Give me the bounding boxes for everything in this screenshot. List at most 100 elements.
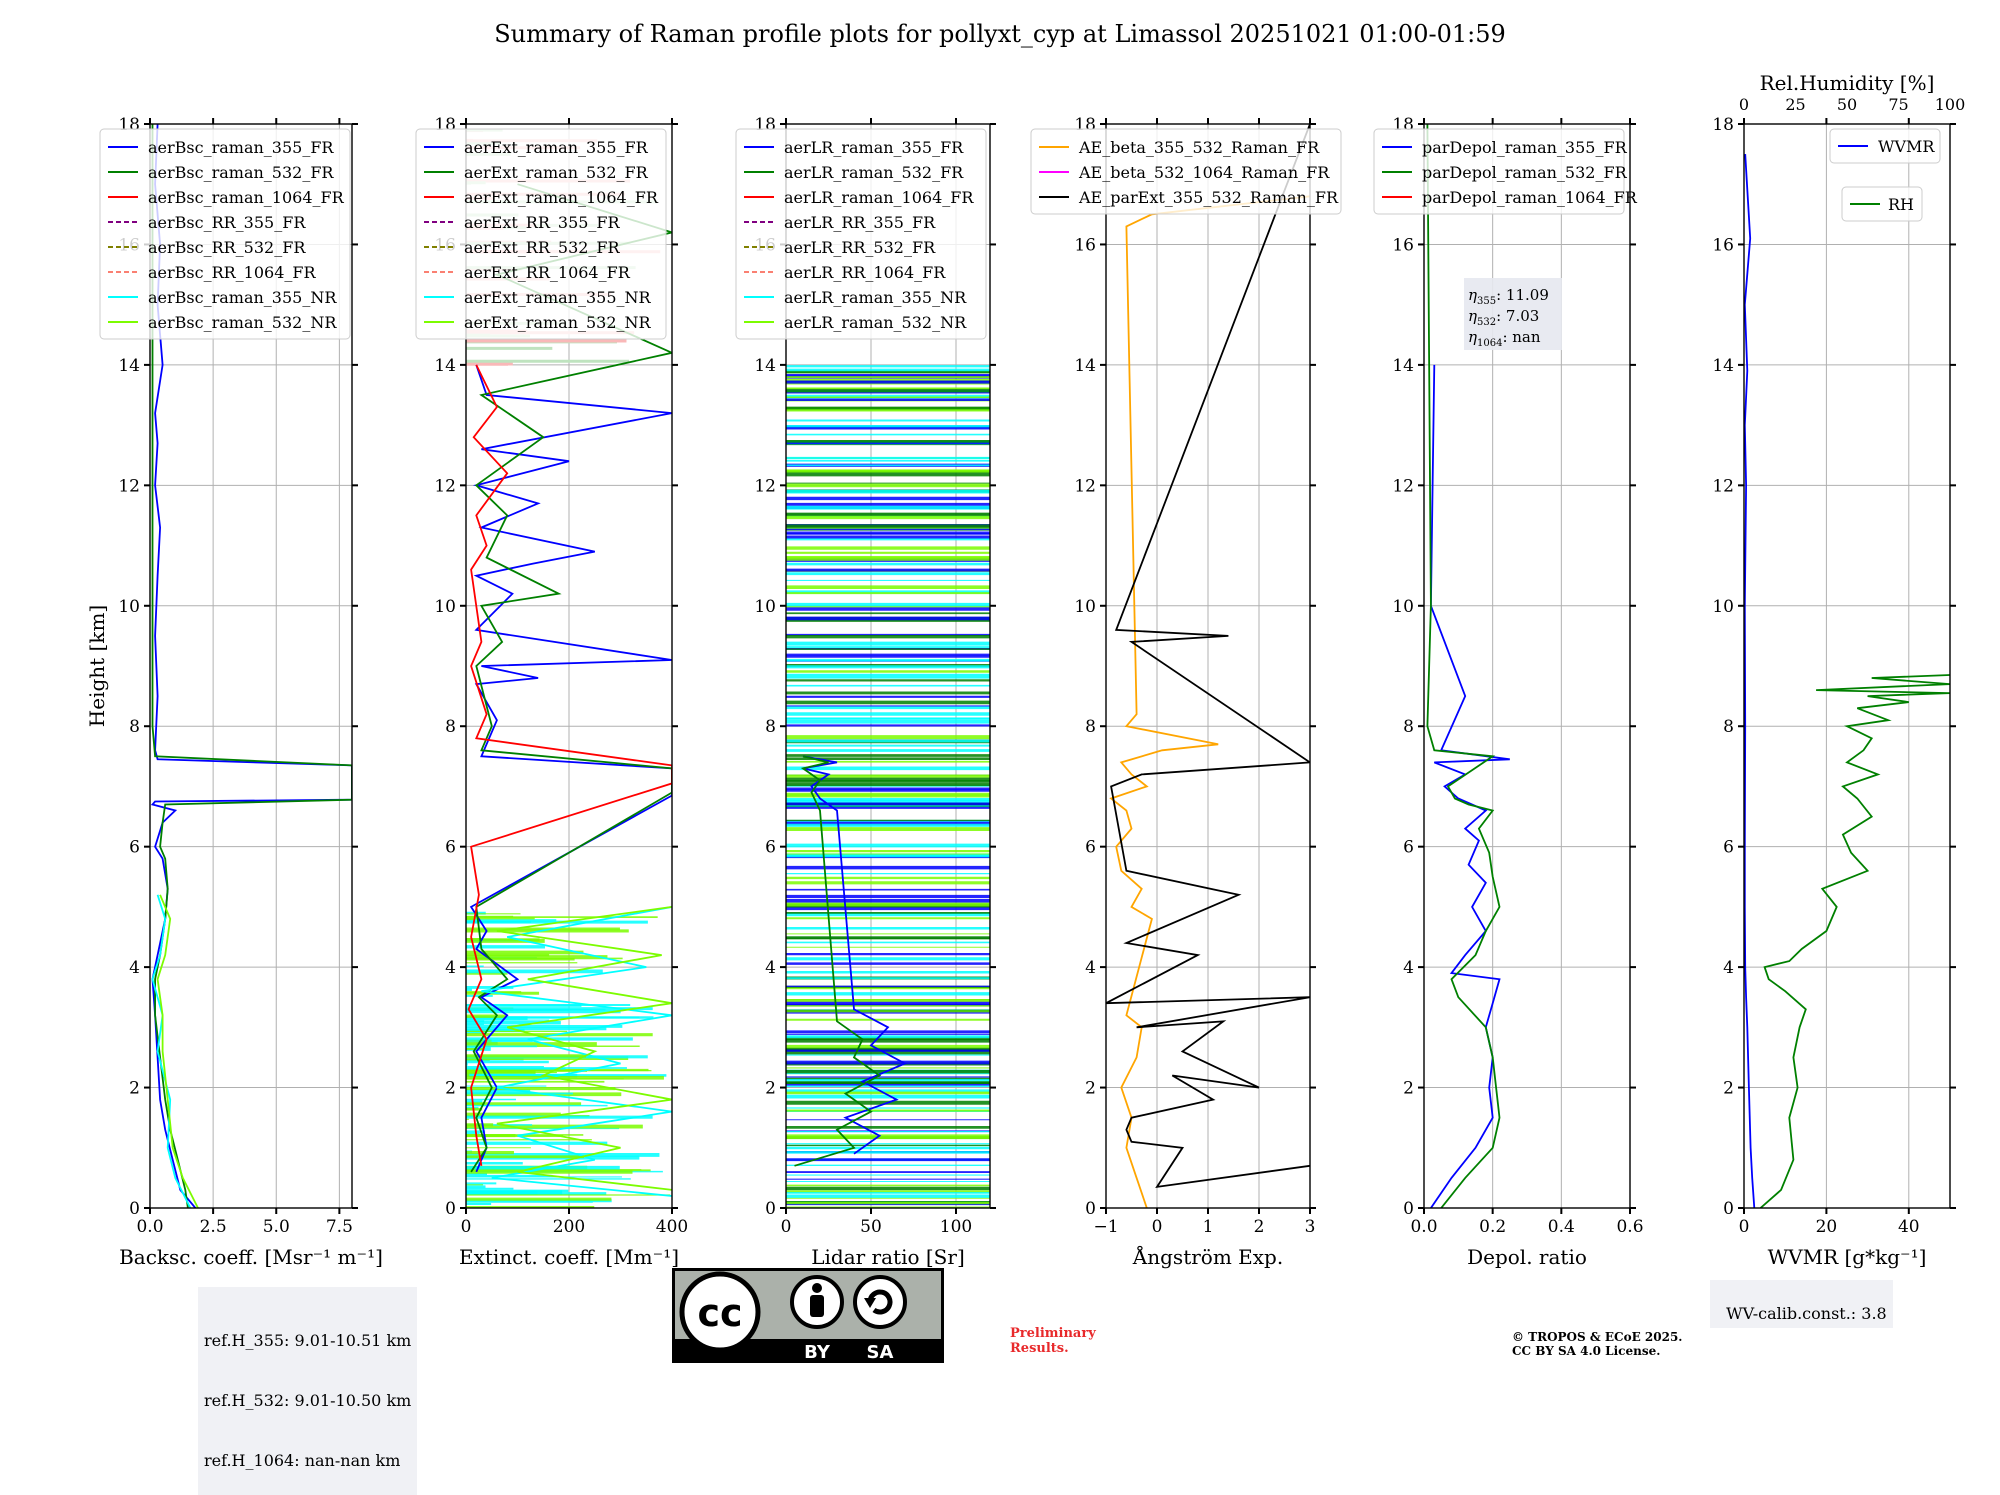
x-tick-label: 0 bbox=[461, 1217, 472, 1237]
y-tick-label: 12 bbox=[1074, 476, 1096, 496]
y-tick-label: 8 bbox=[1723, 717, 1734, 737]
legend-label: aerBsc_RR_355_FR bbox=[148, 213, 306, 232]
y-tick-label: 16 bbox=[1392, 235, 1414, 255]
axes-frame bbox=[785, 123, 991, 1209]
legend-label: aerExt_raman_532_FR bbox=[464, 163, 649, 182]
legend-label: aerExt_raman_355_NR bbox=[464, 288, 652, 307]
y-tick-label: 10 bbox=[754, 597, 776, 617]
legend-label: aerLR_raman_355_NR bbox=[784, 288, 967, 307]
y-tick-label: 4 bbox=[1085, 958, 1096, 978]
y-tick-label: 6 bbox=[445, 838, 456, 858]
legend-label: aerBsc_RR_532_FR bbox=[148, 238, 306, 257]
legend-label: parDepol_raman_355_FR bbox=[1422, 138, 1628, 157]
y-tick-label: 0 bbox=[765, 1199, 776, 1219]
y-tick-label: 6 bbox=[1403, 838, 1414, 858]
legend-label: aerLR_raman_532_NR bbox=[784, 313, 967, 332]
legend-label: aerBsc_raman_355_NR bbox=[148, 288, 337, 307]
x-tick-label: 0.6 bbox=[1616, 1217, 1643, 1237]
legend: WVMR RH bbox=[1829, 128, 1941, 222]
x-tick-label: 0 bbox=[781, 1217, 792, 1237]
copyright-note: © TROPOS & ECoE 2025. CC BY SA 4.0 Licen… bbox=[1512, 1330, 1682, 1358]
series-line-aerLR_raman_532_FR bbox=[794, 755, 882, 1167]
preliminary-note: Preliminary Results. bbox=[1010, 1326, 1096, 1356]
axes-frame bbox=[149, 123, 353, 1209]
x-axis-label: Depol. ratio bbox=[1467, 1245, 1587, 1269]
y-tick-label: 4 bbox=[129, 958, 140, 978]
preliminary-line-2: Results. bbox=[1010, 1341, 1069, 1356]
legend-label: aerExt_RR_1064_FR bbox=[464, 263, 631, 282]
legend-label: parDepol_raman_532_FR bbox=[1422, 163, 1628, 182]
plot-area bbox=[150, 124, 352, 1208]
legend-label: aerExt_RR_355_FR bbox=[464, 213, 621, 232]
ref-height-1064: ref.H_1064: nan-nan km bbox=[204, 1451, 401, 1470]
x-axis-label: Backsc. coeff. [Msr⁻¹ m⁻¹] bbox=[119, 1245, 383, 1269]
y-tick-label: 2 bbox=[129, 1079, 140, 1099]
legend-box bbox=[99, 128, 351, 340]
series-line-AE_beta_355_532_Raman_FR bbox=[1109, 195, 1310, 1208]
top-x-tick-label: 100 bbox=[1935, 95, 1966, 114]
x-tick-label: 20 bbox=[1816, 1217, 1838, 1237]
x-tick-label: 0.4 bbox=[1548, 1217, 1575, 1237]
y-tick-label: 14 bbox=[118, 356, 140, 376]
y-tick-label: 14 bbox=[1074, 356, 1096, 376]
x-tick-label: 0.0 bbox=[1410, 1217, 1437, 1237]
x-axis-label: Ångström Exp. bbox=[1132, 1244, 1283, 1269]
eta-value: η355: 11.09 bbox=[1468, 286, 1549, 307]
legend-label: aerLR_raman_355_FR bbox=[784, 138, 964, 157]
series-line-AE_parExt_355_532_Raman_FR bbox=[1106, 124, 1310, 1189]
y-tick-label: 8 bbox=[445, 717, 456, 737]
preliminary-line-1: Preliminary bbox=[1010, 1326, 1096, 1341]
legend-label: WVMR bbox=[1878, 137, 1935, 156]
y-tick-label: 10 bbox=[434, 597, 456, 617]
y-tick-label: 8 bbox=[129, 717, 140, 737]
axes-frame bbox=[1423, 123, 1631, 1209]
y-tick-label: 6 bbox=[1723, 838, 1734, 858]
top-x-tick-label: 0 bbox=[1739, 95, 1749, 114]
legend-box bbox=[1373, 128, 1625, 215]
series-line-WVMR bbox=[1744, 154, 1756, 1208]
top-x-tick-label: 25 bbox=[1785, 95, 1805, 114]
panel-wvmr: 0 2 4 6 8 10 12 14 16 18 0 20 40 WVMR [g*kg⁻¹] 0 25 50 75… bbox=[1712, 71, 1965, 1269]
x-tick-label: 0 bbox=[1152, 1217, 1163, 1237]
x-tick-label: −1 bbox=[1093, 1217, 1118, 1237]
y-tick-label: 12 bbox=[754, 476, 776, 496]
ref-height-532: ref.H_532: 9.01-10.50 km bbox=[204, 1391, 412, 1410]
series-line-parDepol_raman_532_FR bbox=[1426, 124, 1501, 1208]
legend-label: aerLR_RR_532_FR bbox=[784, 238, 936, 257]
x-tick-label: 0.2 bbox=[1479, 1217, 1506, 1237]
plot-area bbox=[1106, 124, 1310, 1208]
y-tick-label: 12 bbox=[434, 476, 456, 496]
cc-icon-text: cc bbox=[697, 1291, 742, 1335]
x-tick-label: 1 bbox=[1203, 1217, 1214, 1237]
legend-label: aerBsc_raman_532_NR bbox=[148, 313, 337, 332]
y-tick-label: 2 bbox=[1723, 1079, 1734, 1099]
ref-height-box: ref.H_355: 9.01-10.51 km ref.H_532: 9.01… bbox=[198, 1287, 418, 1495]
eta-value: η1064: nan bbox=[1468, 328, 1541, 349]
cc-license-badge: cc BY SA bbox=[672, 1268, 944, 1363]
legend-label: aerExt_raman_1064_FR bbox=[464, 188, 659, 207]
y-axis-label: Height [km] bbox=[85, 605, 109, 727]
legend-label: aerBsc_raman_1064_FR bbox=[148, 188, 345, 207]
legend-label: aerLR_RR_1064_FR bbox=[784, 263, 946, 282]
y-tick-label: 2 bbox=[445, 1079, 456, 1099]
y-tick-label: 2 bbox=[1085, 1079, 1096, 1099]
y-tick-label: 0 bbox=[1085, 1199, 1096, 1219]
sa-arrow bbox=[867, 1289, 893, 1315]
y-tick-label: 16 bbox=[1074, 235, 1096, 255]
x-tick-label: 7.5 bbox=[326, 1217, 353, 1237]
legend-label: aerExt_raman_355_FR bbox=[464, 138, 649, 157]
y-tick-label: 4 bbox=[445, 958, 456, 978]
y-tick-label: 18 bbox=[1712, 115, 1734, 135]
sa-label: SA bbox=[867, 1342, 894, 1363]
y-tick-label: 2 bbox=[1403, 1079, 1414, 1099]
legend-label: AE_parExt_355_532_Raman_FR bbox=[1078, 188, 1339, 207]
eta-box bbox=[1464, 278, 1562, 350]
y-tick-label: 6 bbox=[1085, 838, 1096, 858]
legend-label: parDepol_raman_1064_FR bbox=[1422, 188, 1638, 207]
y-tick-label: 12 bbox=[1712, 476, 1734, 496]
x-axis-label: Extinct. coeff. [Mm⁻¹] bbox=[459, 1245, 679, 1269]
y-tick-label: 10 bbox=[1712, 597, 1734, 617]
legend-label: aerExt_raman_532_NR bbox=[464, 313, 652, 332]
